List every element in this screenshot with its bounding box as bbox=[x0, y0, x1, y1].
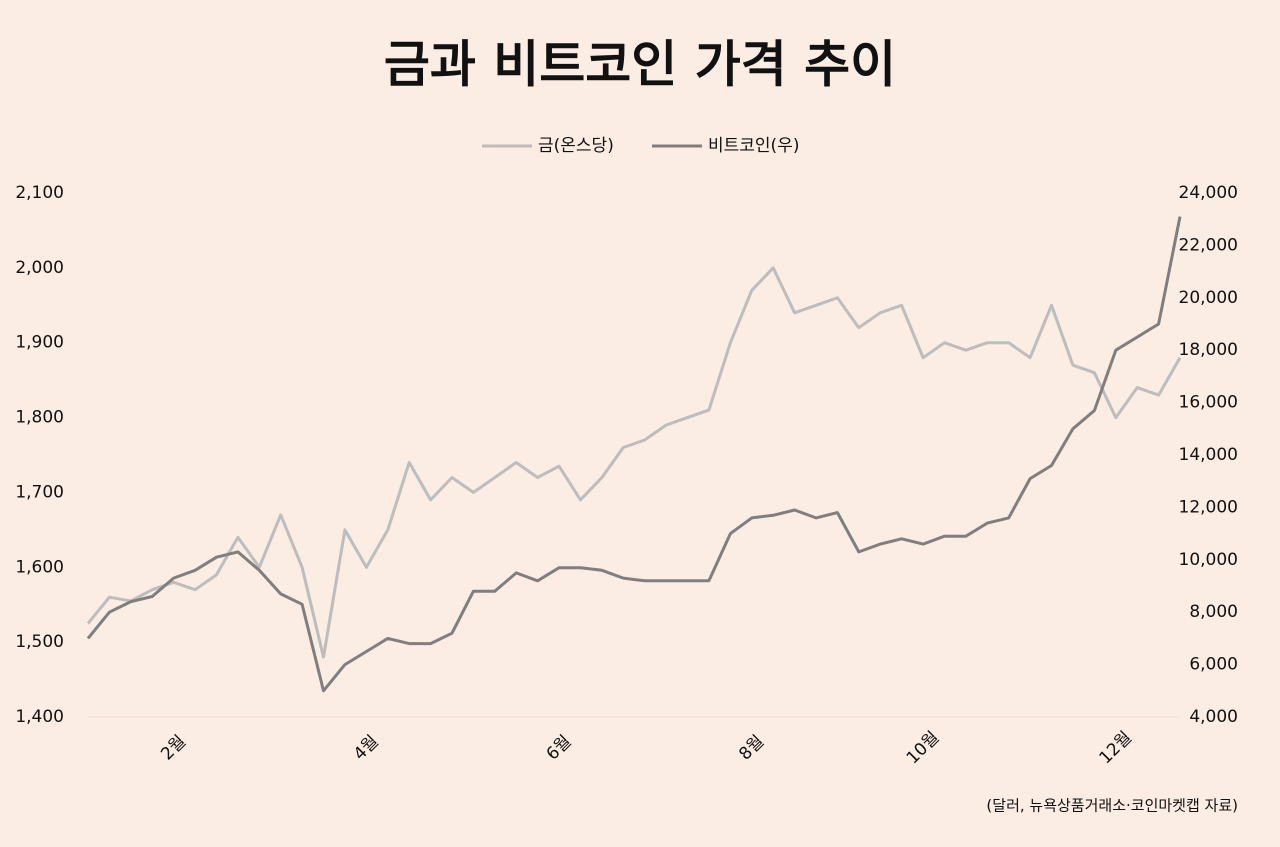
legend-label: 비트코인(우) bbox=[708, 136, 799, 156]
legend-label: 금(온스당) bbox=[538, 136, 614, 156]
source-note: (달러, 뉴욕상품거래소·코인마켓캡 자료) bbox=[986, 797, 1238, 815]
y-tick-label: 1,600 bbox=[15, 557, 64, 577]
y2-tick-label: 4,000 bbox=[1189, 707, 1238, 727]
y2-tick-label: 8,000 bbox=[1189, 602, 1238, 622]
y-tick-label: 1,700 bbox=[15, 482, 64, 502]
y-tick-label: 2,000 bbox=[15, 258, 64, 278]
y2-tick-label: 24,000 bbox=[1179, 183, 1238, 203]
chart-title: 금과 비트코인 가격 추이 bbox=[384, 36, 896, 94]
data-line bbox=[86, 216, 1182, 693]
y2-tick-label: 14,000 bbox=[1179, 445, 1238, 465]
y-tick-label: 1,800 bbox=[15, 408, 64, 428]
y2-tick-label: 12,000 bbox=[1179, 497, 1238, 517]
y2-tick-label: 20,000 bbox=[1179, 288, 1238, 308]
y2-tick-label: 6,000 bbox=[1189, 655, 1238, 675]
y2-tick-label: 18,000 bbox=[1179, 340, 1238, 360]
y2-tick-label: 22,000 bbox=[1179, 235, 1238, 255]
y-tick-label: 1,900 bbox=[15, 333, 64, 353]
y2-tick-label: 10,000 bbox=[1179, 550, 1238, 570]
y-tick-label: 1,400 bbox=[15, 707, 64, 727]
y-tick-label: 2,100 bbox=[15, 183, 64, 203]
data-line bbox=[86, 266, 1182, 659]
y2-tick-label: 16,000 bbox=[1179, 393, 1238, 413]
y-tick-label: 1,500 bbox=[15, 632, 64, 652]
